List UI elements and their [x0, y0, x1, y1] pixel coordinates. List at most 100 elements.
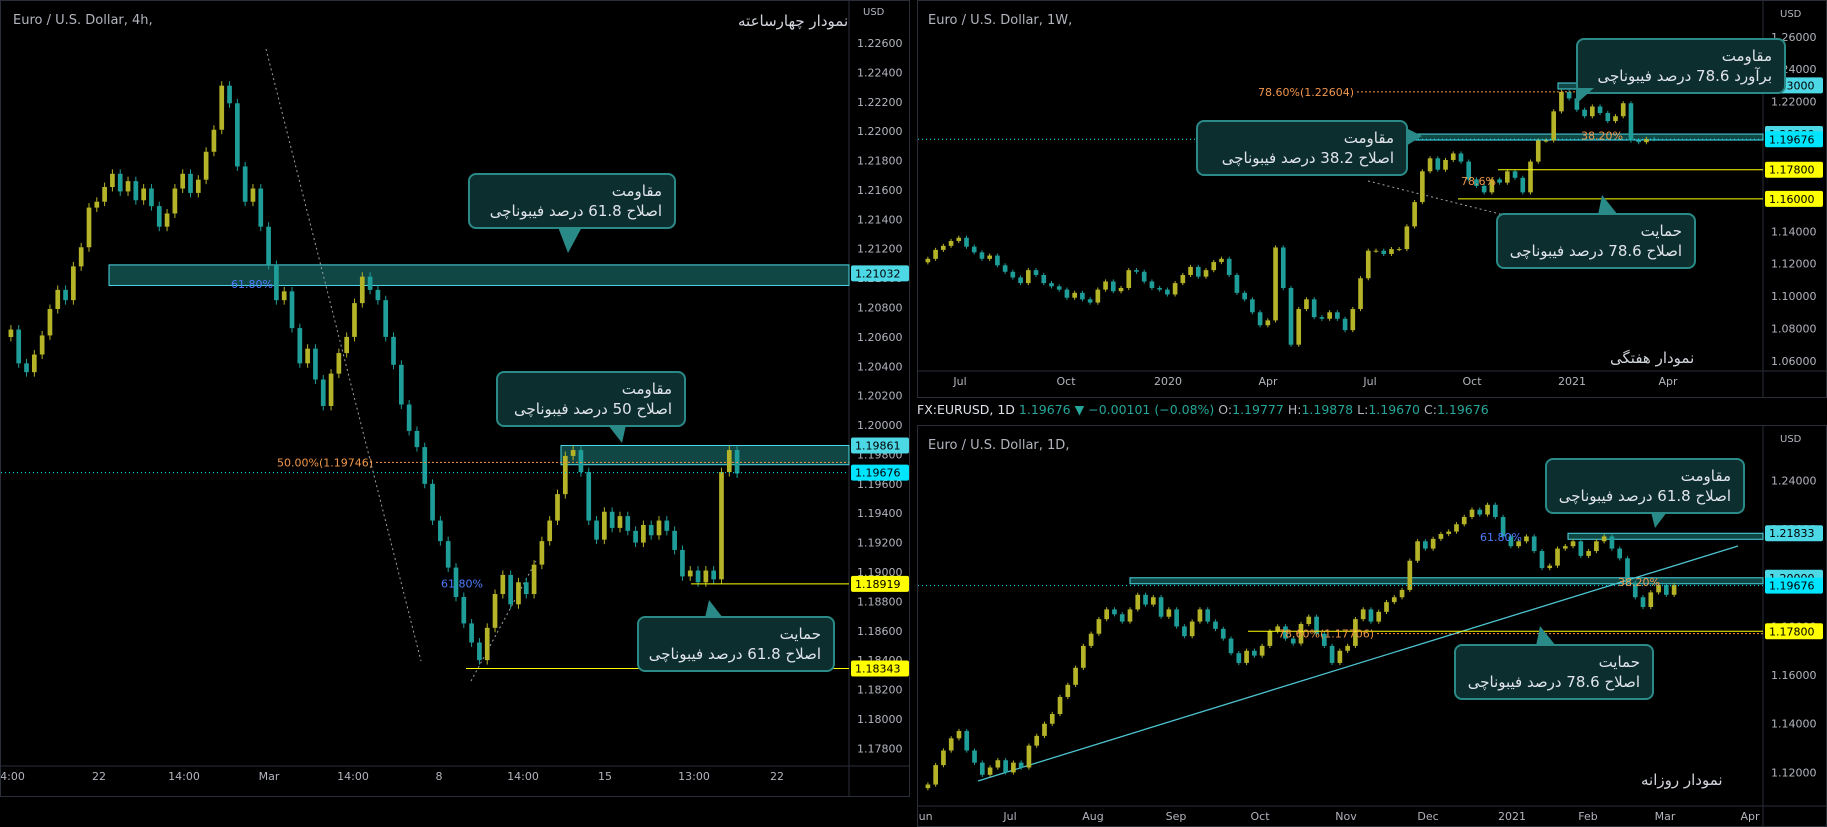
- candle-body: [235, 103, 240, 167]
- candle-body: [1096, 619, 1102, 634]
- y-tick-label: 1.17800: [857, 742, 903, 755]
- price-label: 1.18343: [855, 663, 901, 676]
- candle-body: [1613, 116, 1618, 122]
- y-tick-label: 1.12000: [1771, 258, 1817, 271]
- candle-body: [274, 264, 279, 301]
- candle-body: [1034, 735, 1040, 746]
- candle-body: [578, 450, 584, 473]
- currency-label: USD: [1780, 9, 1802, 20]
- candle-body: [55, 289, 61, 309]
- candle-body: [1080, 292, 1085, 300]
- candle-body: [1056, 286, 1062, 290]
- candle-body: [1404, 226, 1410, 250]
- candle-body: [1304, 299, 1309, 310]
- candle-body: [1259, 645, 1265, 656]
- candle-body: [422, 447, 428, 484]
- candle-body: [1321, 633, 1327, 646]
- candle-body: [1531, 536, 1537, 552]
- candle-body: [555, 494, 560, 521]
- price-label: 1.21833: [1769, 527, 1815, 540]
- candle-body: [469, 623, 474, 643]
- candle-body: [1149, 281, 1155, 288]
- candle-body: [1389, 249, 1394, 254]
- candle-body: [1172, 283, 1178, 295]
- price-label: 1.19861: [855, 439, 901, 452]
- fib-label: 78.6%: [1461, 175, 1496, 188]
- price-label: 1.16000: [1769, 193, 1815, 206]
- candle-body: [664, 520, 670, 531]
- candle-body: [1335, 312, 1340, 319]
- low-value: 1.19670: [1368, 402, 1421, 417]
- callout-line-1: حمایت: [779, 625, 821, 643]
- candle-body: [1081, 645, 1086, 668]
- candle-body: [1384, 602, 1389, 612]
- candle-body: [695, 570, 701, 583]
- candle-body: [1586, 551, 1591, 556]
- fib-zone: [1129, 577, 1764, 585]
- x-tick-label: Jul: [952, 375, 966, 388]
- candle-body: [281, 291, 287, 301]
- candle-body: [1158, 597, 1164, 617]
- candle-body: [964, 237, 969, 247]
- candle-body: [1150, 597, 1156, 605]
- chart-1d-svg[interactable]: USD1.240001.220001.200001.180001.160001.…: [918, 426, 1827, 827]
- chart-panel-4h[interactable]: USD 1.22600 1.22400 1.22200 1.22000 1.21800 1.…: [0, 0, 910, 797]
- price-label-box: [1765, 131, 1823, 148]
- candle-body: [1628, 103, 1634, 141]
- candle-body: [1228, 638, 1234, 654]
- candle-body: [1574, 98, 1580, 110]
- fib-label: 61.80%: [231, 278, 273, 291]
- trend-line: [265, 48, 422, 662]
- candle-body: [1314, 616, 1319, 634]
- candle-body: [1257, 312, 1263, 326]
- y-tick-label: 1.19600: [857, 478, 903, 491]
- candle-body: [1296, 309, 1302, 345]
- candle-body: [1412, 202, 1417, 227]
- callout-line-2: اصلاح 50 درصد فیبوناچی: [514, 400, 672, 418]
- candle-body: [1342, 318, 1348, 331]
- candle-body: [63, 289, 68, 301]
- candle-body: [94, 201, 100, 208]
- candle-body: [1469, 509, 1475, 517]
- candle-body: [47, 308, 53, 336]
- candle-body: [156, 206, 162, 227]
- chart-panel-1w[interactable]: USD1.260001.240001.220001.200001.180001.…: [917, 0, 1827, 398]
- candle-body: [1458, 153, 1464, 162]
- close-label: C:: [1424, 402, 1437, 417]
- candle-body: [1562, 546, 1568, 549]
- candle-body: [320, 379, 326, 406]
- callout-resistance-382: مقاومت اصلاح 38.2 درصد فیبوناچی: [1196, 120, 1422, 176]
- candle-body: [1197, 609, 1203, 622]
- candle-body: [1283, 626, 1288, 639]
- symbol[interactable]: FX:EURUSD, 1D: [917, 402, 1015, 417]
- candle-body: [125, 181, 131, 192]
- candle-body: [1010, 271, 1016, 278]
- candle-body: [1011, 762, 1016, 773]
- y-tick-label: 1.20400: [857, 360, 903, 373]
- chart-panel-1d[interactable]: USD1.240001.220001.200001.180001.160001.…: [917, 425, 1827, 827]
- candle-body: [1570, 541, 1576, 547]
- candle-body: [1520, 177, 1526, 193]
- candle-body: [110, 173, 115, 188]
- fib-label: 50.00%(1.19746): [277, 456, 373, 469]
- y-tick-label: 1.18600: [857, 625, 903, 638]
- callout-support-786: حمایت اصلاح 78.6 درصد فیبوناچی: [1454, 626, 1654, 700]
- candle-body: [1594, 541, 1599, 552]
- candle-body: [1360, 609, 1366, 620]
- callout-line-2: اصلاح 61.8 درصد فیبوناچی: [1558, 487, 1731, 505]
- y-tick-label: 1.20000: [857, 419, 903, 432]
- x-tick-label: 13:00: [678, 770, 710, 783]
- y-tick-label: 1.18000: [857, 713, 903, 726]
- candle-body: [1213, 621, 1218, 629]
- y-tick-label: 1.21600: [857, 184, 903, 197]
- callout-resistance-618: مقاومت اصلاح 61.8 درصد فیبوناچی: [468, 173, 676, 253]
- candle-body: [1582, 109, 1587, 117]
- candle-body: [305, 348, 310, 364]
- candle-body: [648, 524, 654, 536]
- candle-body: [24, 363, 29, 373]
- candle-body: [1381, 250, 1387, 254]
- y-tick-label: 1.20200: [857, 390, 903, 403]
- candle-body: [477, 642, 482, 661]
- chart-4h-svg[interactable]: USD 1.22600 1.22400 1.22200 1.22000 1.21800 1.…: [1, 1, 910, 797]
- price-label-box: [1765, 525, 1823, 542]
